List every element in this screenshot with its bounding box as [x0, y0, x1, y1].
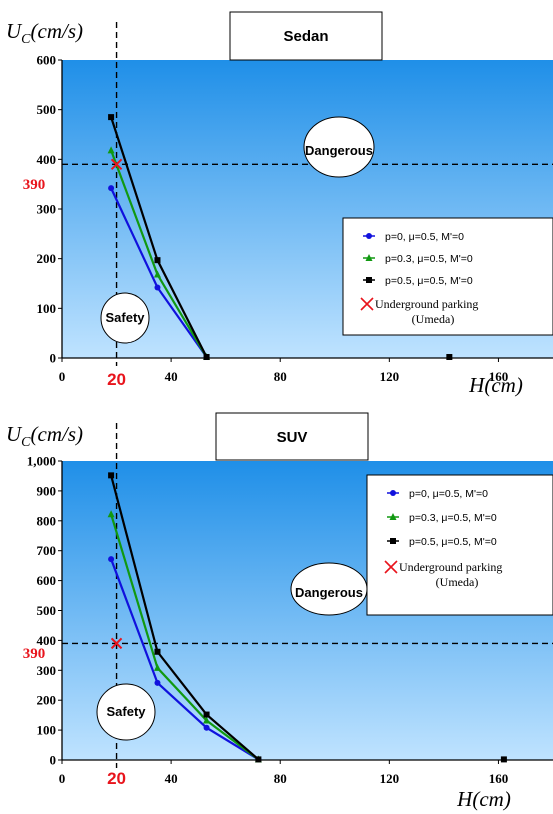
y-tick-label: 300 — [37, 663, 57, 678]
y-tick-label: 100 — [37, 301, 57, 316]
x-reference-label: 20 — [107, 370, 126, 389]
legend-entry: p=0, μ=0.5, M'=0 — [409, 488, 488, 500]
y-tick-label: 200 — [37, 251, 57, 266]
safety-label: Safety — [105, 310, 145, 325]
y-tick-label: 500 — [37, 102, 57, 117]
dangerous-bubble — [303, 116, 375, 178]
x-tick-label: 160 — [489, 369, 509, 384]
y-tick-label: 600 — [37, 573, 57, 588]
chart-title-box — [215, 412, 369, 461]
x-tick-label: 80 — [274, 771, 287, 786]
chart-title: SUV — [277, 429, 308, 446]
chart-title-box — [229, 11, 383, 61]
y-tick-label: 900 — [37, 483, 57, 498]
data-point — [107, 146, 115, 154]
safety-bubble — [96, 683, 156, 741]
legend-marker — [384, 560, 398, 574]
data-point — [154, 648, 161, 655]
sedan-chart: 0 100 200 300 400 500 600 0 40 80 120 160 Dangerous S… — [6, 11, 553, 397]
data-point — [154, 284, 161, 291]
legend-entry: p=0.3, μ=0.5, M'=0 — [409, 512, 497, 524]
y-tick-label: 200 — [37, 693, 57, 708]
legend-entry: p=0, μ=0.5, M'=0 — [385, 231, 464, 243]
y-tick-label: 400 — [37, 152, 57, 167]
legend-entry: p=0.5, μ=0.5, M'=0 — [385, 275, 473, 287]
legend-marker — [366, 277, 372, 283]
y-tick-label: 700 — [37, 543, 57, 558]
legend-entry-sub: (Umeda) — [436, 575, 479, 589]
legend-entry: p=0.3, μ=0.5, M'=0 — [385, 253, 473, 265]
safety-label: Safety — [106, 704, 146, 719]
y-axis-label: UC(cm/s) — [6, 19, 83, 47]
legend-marker — [365, 254, 373, 261]
x-tick-label: 0 — [59, 771, 66, 786]
x-axis-label: H(cm) — [468, 373, 523, 397]
dangerous-label: Dangerous — [305, 143, 373, 158]
legend-entry: p=0.5, μ=0.5, M'=0 — [409, 536, 497, 548]
data-point — [108, 556, 115, 563]
data-point — [108, 185, 115, 192]
y-reference-label: 390 — [23, 177, 46, 193]
x-tick-label: 40 — [165, 369, 178, 384]
series-line-1 — [110, 513, 260, 761]
y-tick-label: 500 — [37, 603, 57, 618]
safety-bubble — [100, 292, 150, 344]
y-tick-label: 1,000 — [27, 454, 56, 469]
chart-title: Sedan — [283, 28, 328, 45]
x-tick-label: 80 — [274, 369, 287, 384]
underground-parking-marker — [110, 158, 123, 171]
legend-marker — [366, 233, 372, 239]
x-tick-label: 120 — [380, 771, 400, 786]
series-line-0 — [110, 558, 259, 761]
y-tick-label: 300 — [37, 202, 57, 217]
x-tick-label: 40 — [165, 771, 178, 786]
x-tick-label: 160 — [489, 771, 509, 786]
data-point — [108, 114, 115, 121]
y-tick-label: 400 — [37, 633, 57, 648]
data-point — [154, 257, 161, 264]
legend-marker — [360, 297, 374, 311]
data-point — [446, 354, 453, 361]
data-point — [203, 711, 210, 718]
data-point — [203, 716, 211, 724]
data-point — [153, 270, 161, 278]
x-axis-label: H(cm) — [456, 787, 511, 811]
data-point — [107, 510, 115, 518]
data-point — [154, 679, 161, 686]
legend-entry: Underground parking — [375, 297, 478, 311]
data-point — [108, 472, 115, 479]
data-point — [153, 663, 161, 671]
data-point — [500, 756, 507, 763]
y-tick-label: 600 — [37, 53, 57, 68]
legend-marker — [389, 513, 397, 520]
y-reference-label: 390 — [23, 646, 46, 662]
y-axis-label: UC(cm/s) — [6, 422, 83, 450]
legend-box — [342, 217, 553, 336]
data-point — [203, 724, 210, 731]
x-tick-label: 120 — [380, 369, 400, 384]
dangerous-label: Dangerous — [295, 585, 363, 600]
y-tick-label: 0 — [50, 753, 57, 768]
data-point — [255, 756, 262, 763]
legend-entry-sub: (Umeda) — [412, 312, 455, 326]
data-point — [203, 354, 210, 361]
legend-entry: Underground parking — [399, 560, 502, 574]
x-tick-label: 0 — [59, 369, 66, 384]
y-tick-label: 100 — [37, 723, 57, 738]
x-reference-label: 20 — [107, 769, 126, 788]
legend-marker — [390, 538, 396, 544]
legend-marker — [390, 490, 396, 496]
y-tick-label: 800 — [37, 513, 57, 528]
y-tick-label: 0 — [50, 351, 57, 366]
legend-box — [366, 474, 553, 616]
suv-chart: 0 100 200 300 400 500 600 700 800 900 1,000 0 40 80 12… — [6, 412, 553, 811]
series-line-2 — [110, 475, 260, 761]
underground-parking-marker — [110, 637, 123, 650]
